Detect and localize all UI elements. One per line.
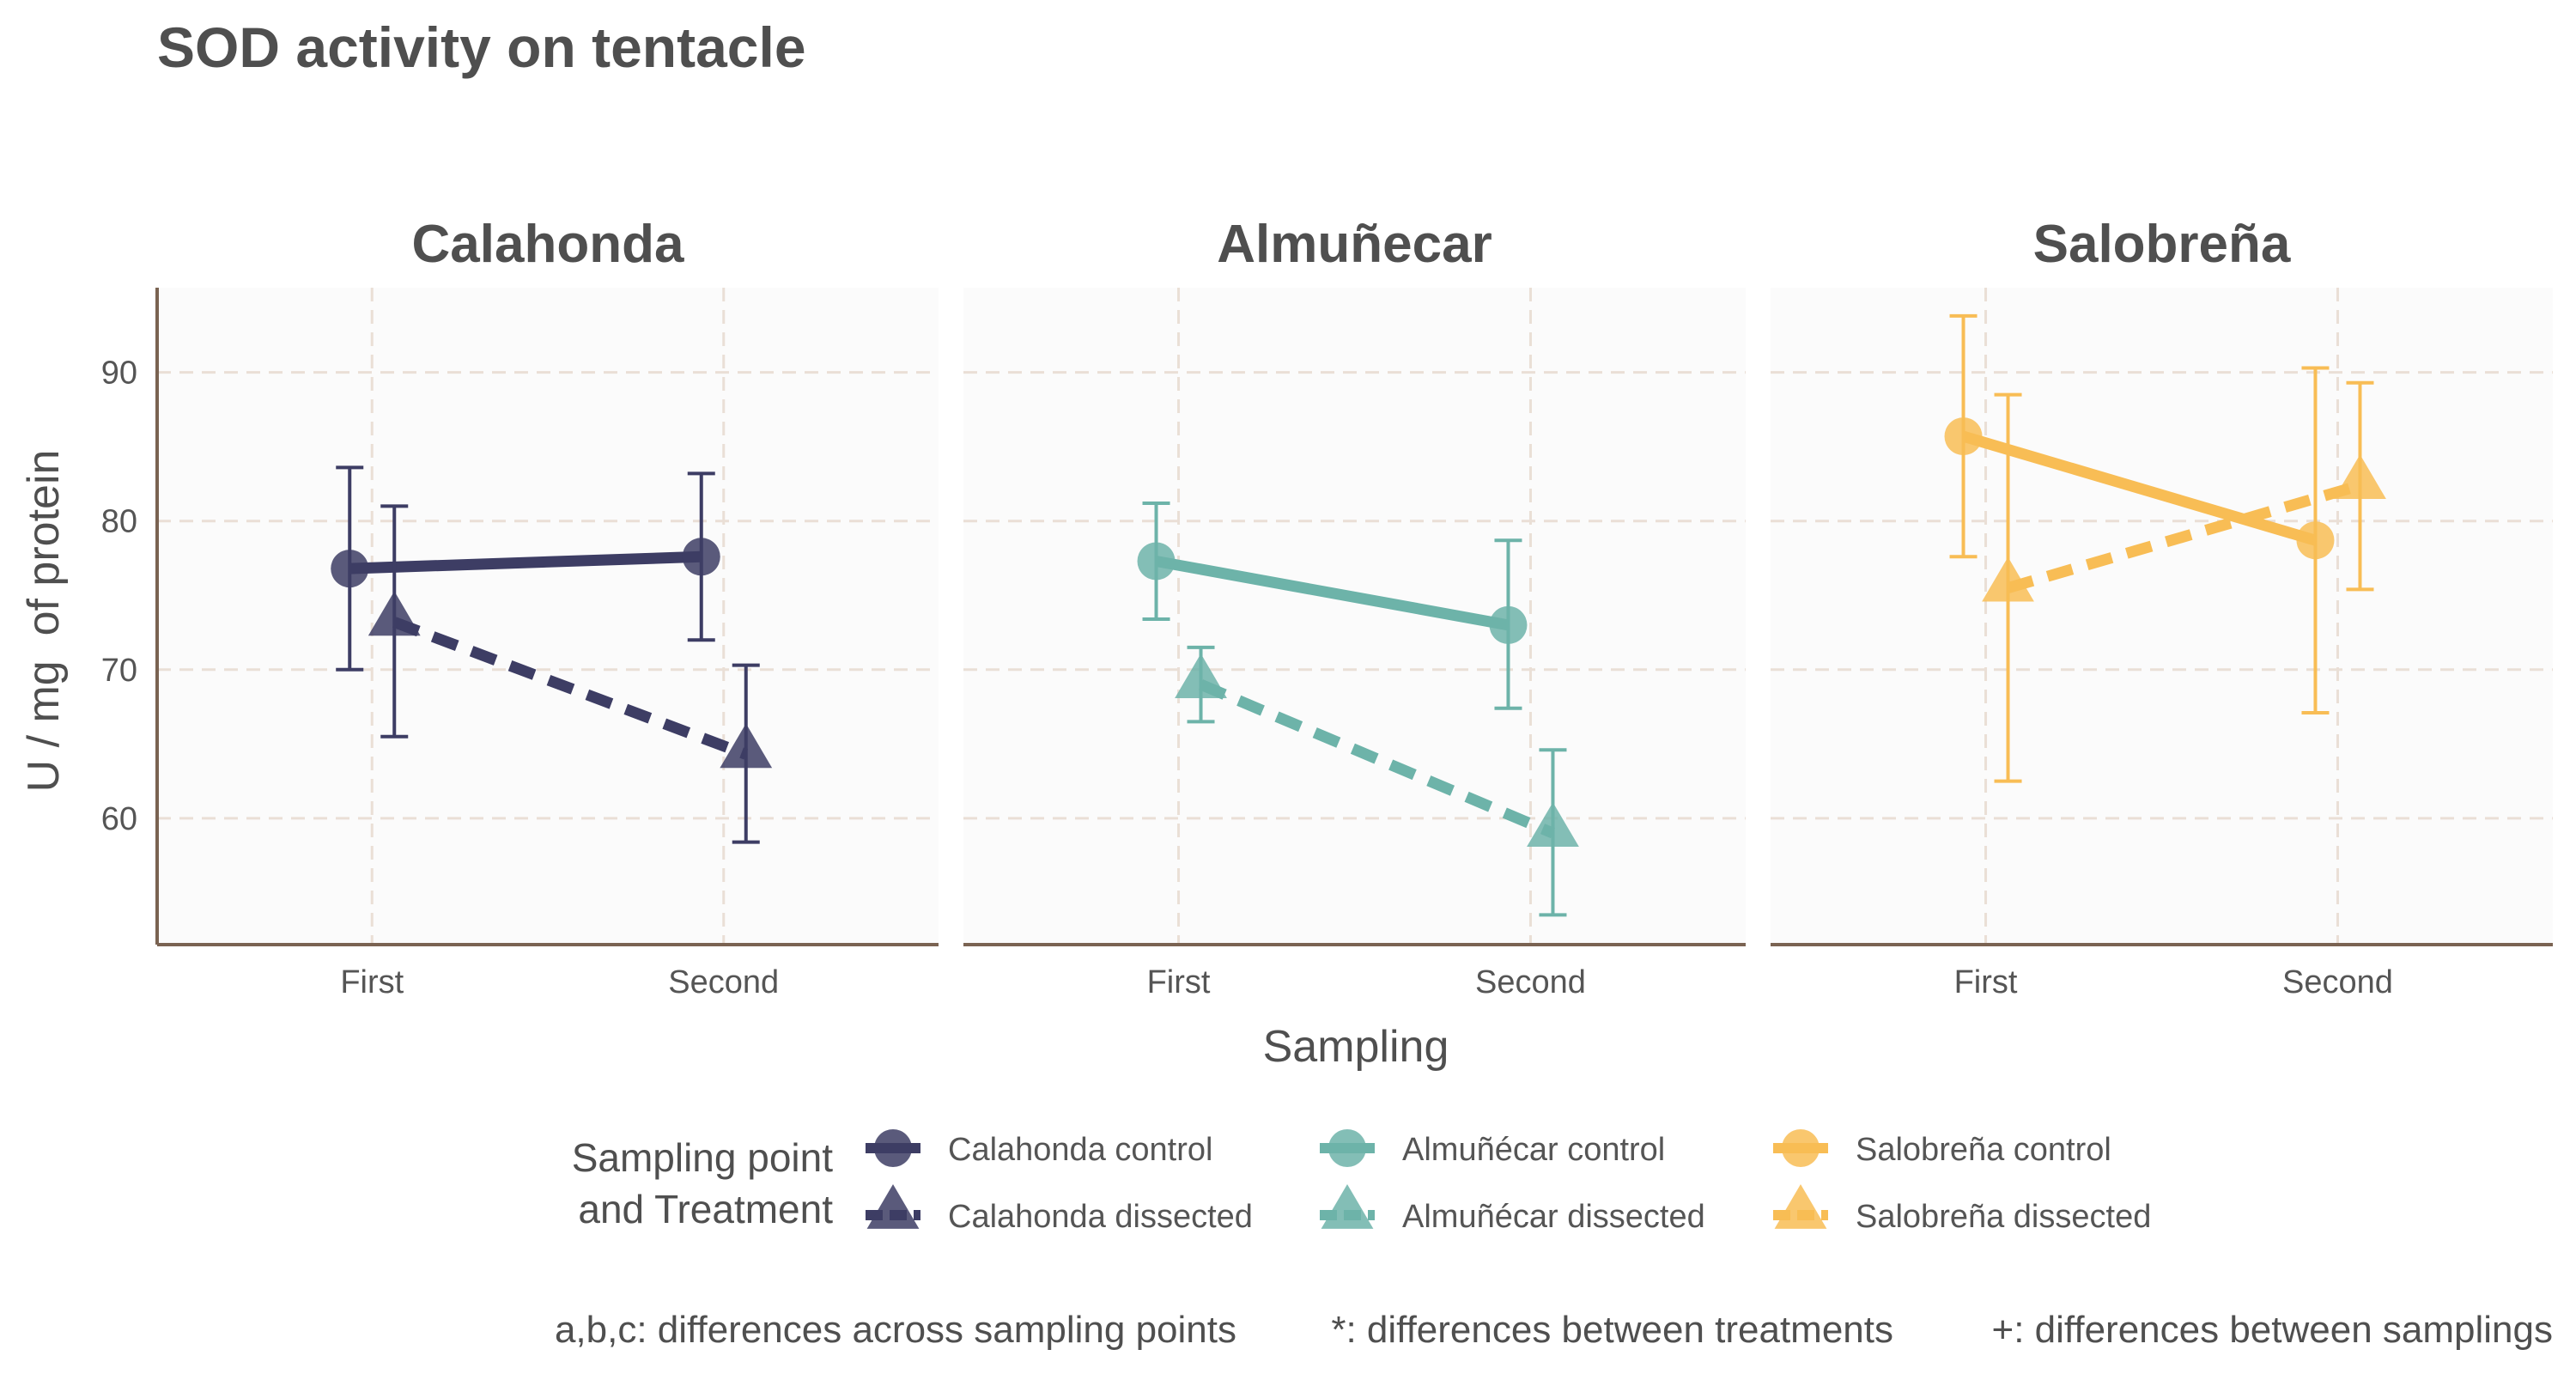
panel-background <box>1771 288 2553 945</box>
chart-title: SOD activity on tentacle <box>157 15 806 79</box>
data-point <box>720 723 773 769</box>
legend-key-marker <box>866 1184 920 1229</box>
panel-2: First Second Almuñecar <box>963 215 1746 1000</box>
panel-3: First Second Salobreña <box>1771 215 2553 1000</box>
caption-note: a,b,c: differences across sampling point… <box>555 1309 1236 1351</box>
legend-title-line1: Sampling point <box>572 1135 834 1180</box>
x-tick-label: First <box>340 964 404 1000</box>
legend-item: Calahonda dissected <box>866 1184 1253 1235</box>
y-axis: 60 70 80 90 <box>101 288 159 945</box>
y-tick-label: 70 <box>101 653 137 689</box>
legend-key-marker <box>1328 1129 1366 1167</box>
x-axis-label: Sampling <box>1263 1022 1449 1072</box>
panel-title: Almuñecar <box>1217 215 1492 274</box>
facet-panels: First Second Calahonda First Second Almuñecar… <box>101 215 2553 1000</box>
panel-1: First Second Calahonda <box>157 215 939 1000</box>
data-point <box>682 538 720 576</box>
legend-label: Calahonda control <box>948 1132 1212 1168</box>
legend-label: Salobreña dissected <box>1856 1199 2151 1235</box>
legend-label: Almuñécar control <box>1402 1132 1665 1168</box>
series-dissected <box>368 504 773 844</box>
legend-item: Salobreña control <box>1773 1129 2111 1168</box>
legend-item: Almuñécar control <box>1320 1129 1665 1168</box>
series-line <box>349 550 702 575</box>
x-tick-label: First <box>1147 964 1211 1000</box>
series-line <box>1961 430 2318 546</box>
y-tick-label: 60 <box>101 801 137 837</box>
legend-title-line2: and Treatment <box>578 1187 833 1231</box>
caption-note: *: differences between treatments <box>1331 1309 1893 1351</box>
y-axis-label: U / mg of protein <box>19 450 69 793</box>
legend-item: Calahonda control <box>866 1129 1212 1168</box>
legend-item: Almuñécar dissected <box>1320 1184 1705 1235</box>
series-dissected <box>1982 380 2386 783</box>
legend-label: Calahonda dissected <box>948 1199 1253 1235</box>
legend-key-marker <box>1774 1184 1827 1229</box>
x-tick-label: Second <box>668 964 779 1000</box>
data-point <box>1175 654 1227 698</box>
y-tick-label: 80 <box>101 504 137 540</box>
series-line <box>1155 556 1510 631</box>
legend: Sampling point and Treatment Calahonda c… <box>572 1129 2151 1235</box>
legend-item: Salobreña dissected <box>1773 1184 2151 1235</box>
data-point <box>1527 802 1579 848</box>
data-point <box>1137 542 1176 581</box>
legend-key-marker <box>1321 1184 1374 1229</box>
data-point <box>1982 556 2034 602</box>
panel-background <box>963 288 1746 945</box>
legend-key-marker <box>1782 1129 1820 1167</box>
series-control <box>1137 501 1528 710</box>
series-control <box>1944 313 2335 714</box>
series-line <box>392 617 749 760</box>
x-tick-label: First <box>1954 964 2018 1000</box>
data-point <box>368 591 421 636</box>
series-dissected <box>1175 645 1579 917</box>
panel-background <box>157 288 939 945</box>
x-tick-label: Second <box>1475 964 1586 1000</box>
series-line <box>1198 679 1556 839</box>
x-tick-label: Second <box>2282 964 2393 1000</box>
data-point <box>2296 521 2335 560</box>
panel-title: Salobreña <box>2033 215 2291 274</box>
legend-label: Salobreña control <box>1856 1132 2111 1168</box>
panel-title: Calahonda <box>412 215 684 274</box>
caption-note: +: differences between samplings <box>1992 1309 2553 1351</box>
legend-label: Almuñécar dissected <box>1402 1199 1705 1235</box>
legend-key-marker <box>874 1129 912 1167</box>
data-point <box>1944 417 1983 456</box>
series-line <box>2006 479 2362 593</box>
caption-notes: a,b,c: differences across sampling point… <box>555 1309 2553 1351</box>
data-point <box>2334 454 2386 500</box>
y-tick-label: 90 <box>101 356 137 392</box>
series-control <box>331 465 720 672</box>
data-point <box>1489 605 1528 644</box>
data-point <box>331 550 369 588</box>
